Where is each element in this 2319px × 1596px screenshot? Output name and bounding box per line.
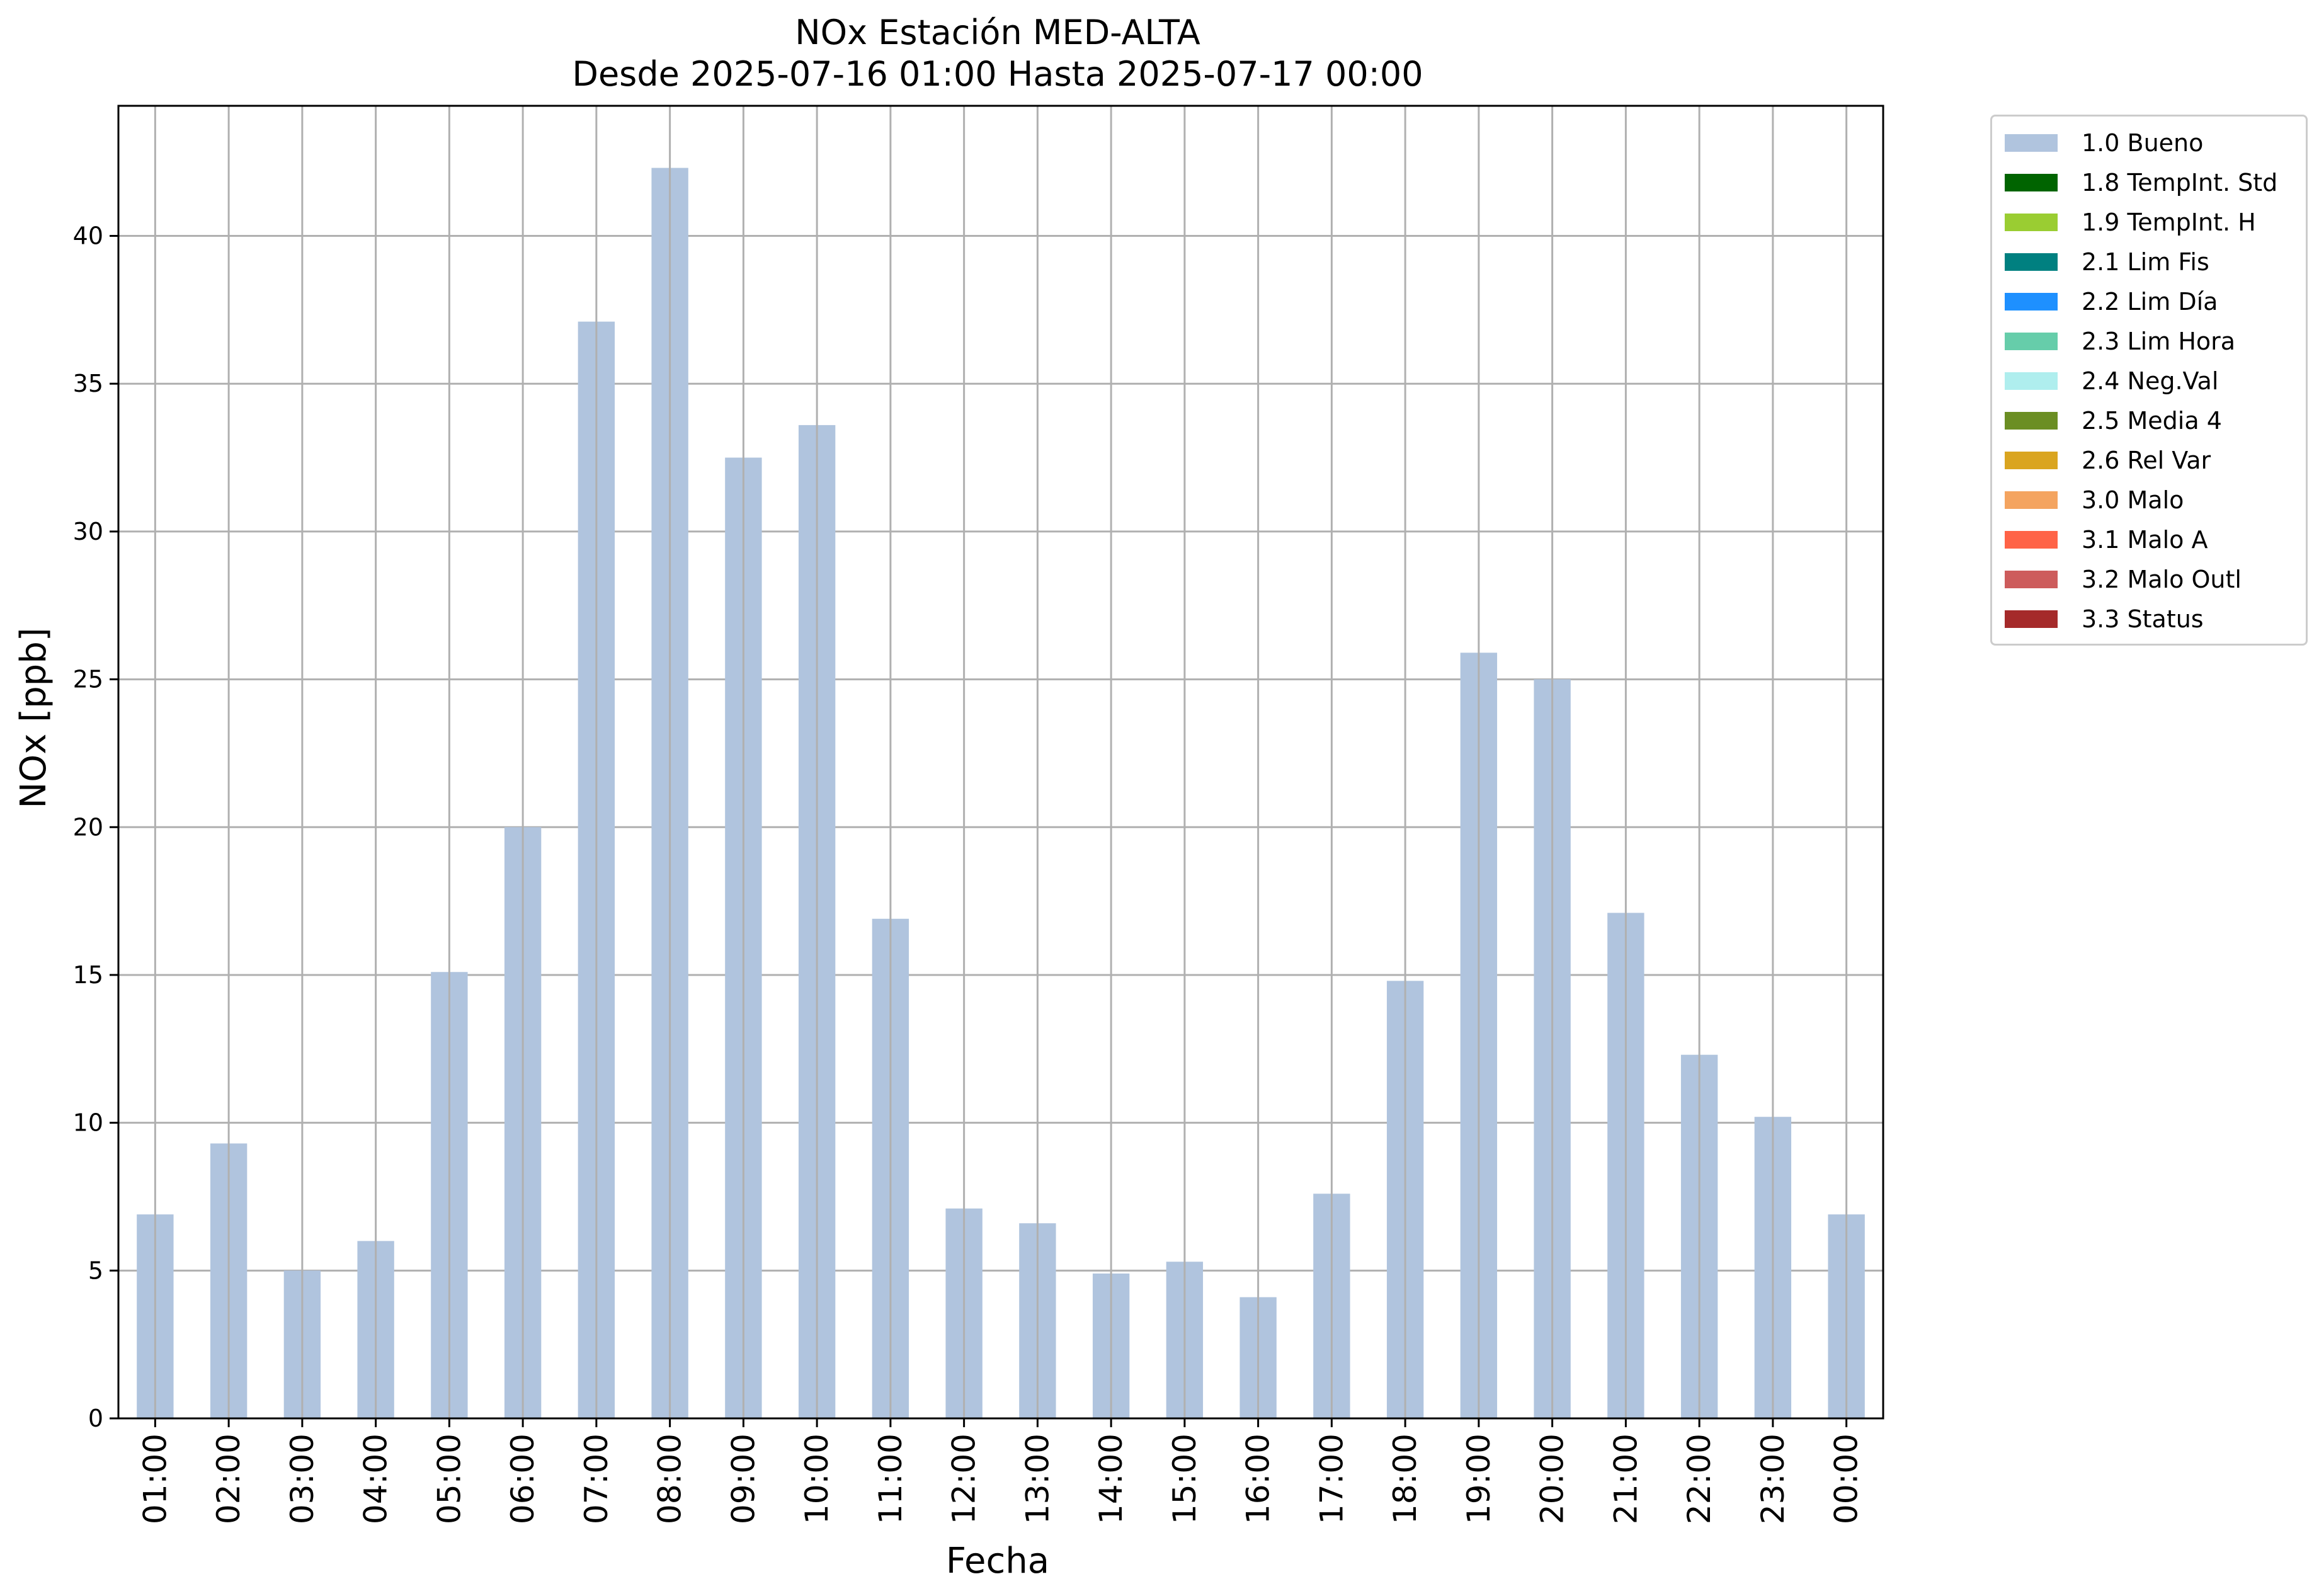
- legend-label: 2.6 Rel Var: [2082, 446, 2211, 474]
- legend-label: 2.4 Neg.Val: [2082, 367, 2219, 395]
- legend-swatch: [2005, 332, 2058, 350]
- legend-swatch: [2005, 451, 2058, 469]
- legend-swatch: [2005, 213, 2058, 231]
- legend-item: 2.6 Rel Var: [1992, 440, 2306, 480]
- x-tick-label: 01:00: [137, 1434, 173, 1524]
- legend-label: 1.8 TempInt. Std: [2082, 168, 2278, 197]
- legend-item: 1.8 TempInt. Std: [1992, 162, 2306, 202]
- x-tick-label: 02:00: [210, 1434, 247, 1524]
- legend-swatch: [2005, 610, 2058, 628]
- legend-item: 2.5 Media 4: [1992, 401, 2306, 440]
- y-tick-label: 0: [88, 1405, 103, 1432]
- legend-label: 2.1 Lim Fis: [2082, 248, 2209, 276]
- legend-item: 3.0 Malo: [1992, 480, 2306, 520]
- x-tick-label: 17:00: [1313, 1434, 1350, 1524]
- x-tick-label: 22:00: [1681, 1434, 1718, 1524]
- legend-label: 3.0 Malo: [2082, 486, 2184, 514]
- chart-subtitle: Desde 2025-07-16 01:00 Hasta 2025-07-17 …: [572, 54, 1423, 94]
- legend-swatch: [2005, 292, 2058, 311]
- x-tick-label: 21:00: [1607, 1434, 1644, 1524]
- grid: [118, 235, 1883, 1420]
- legend-item: 2.4 Neg.Val: [1992, 361, 2306, 401]
- legend-item: 3.3 Status: [1992, 599, 2306, 639]
- y-tick-label: 20: [73, 813, 103, 841]
- x-tick-label: 00:00: [1828, 1434, 1865, 1524]
- legend-swatch: [2005, 530, 2058, 549]
- x-tick-label: 10:00: [799, 1434, 835, 1524]
- legend-swatch: [2005, 570, 2058, 588]
- legend-label: 1.0 Bueno: [2082, 128, 2204, 157]
- y-tick-label: 15: [73, 961, 103, 989]
- x-tick-label: 18:00: [1387, 1434, 1423, 1524]
- legend-swatch: [2005, 411, 2058, 430]
- legend-item: 2.1 Lim Fis: [1992, 242, 2306, 282]
- x-tick-label: 15:00: [1166, 1434, 1203, 1524]
- y-tick-label: 35: [73, 370, 103, 397]
- x-tick-label: 16:00: [1240, 1434, 1277, 1524]
- x-tick-label: 13:00: [1019, 1434, 1056, 1524]
- y-tick-label: 40: [73, 222, 103, 250]
- x-tick-label: 19:00: [1461, 1434, 1497, 1524]
- x-tick-label: 08:00: [652, 1434, 688, 1524]
- legend-item: 1.9 TempInt. H: [1992, 202, 2306, 242]
- legend-label: 2.3 Lim Hora: [2082, 327, 2236, 355]
- legend-swatch: [2005, 372, 2058, 390]
- legend-swatch: [2005, 253, 2058, 271]
- x-tick-label: 04:00: [358, 1434, 394, 1524]
- legend-item: 2.3 Lim Hora: [1992, 321, 2306, 361]
- x-tick-label: 23:00: [1755, 1434, 1791, 1524]
- legend-label: 3.3 Status: [2082, 605, 2204, 633]
- legend-swatch: [2005, 134, 2058, 152]
- y-tick-label: 30: [73, 518, 103, 545]
- bars: [137, 168, 1865, 1418]
- x-axis-label: Fecha: [946, 1541, 1049, 1582]
- legend-label: 1.9 TempInt. H: [2082, 208, 2256, 236]
- x-tick-label: 05:00: [431, 1434, 467, 1524]
- y-axis-label: NOx [ppb]: [13, 627, 54, 808]
- x-tick-label: 06:00: [504, 1434, 541, 1524]
- chart-title: NOx Estación MED-ALTA: [795, 13, 1200, 52]
- legend-item: 3.2 Malo Outl: [1992, 559, 2306, 599]
- x-tick-label: 07:00: [578, 1434, 615, 1524]
- legend: 1.0 Bueno 1.8 TempInt. Std 1.9 TempInt. H 2…: [1990, 115, 2308, 646]
- x-tick-label: 20:00: [1534, 1434, 1571, 1524]
- legend-swatch: [2005, 491, 2058, 509]
- legend-label: 2.5 Media 4: [2082, 406, 2222, 435]
- x-tick-label: 11:00: [872, 1434, 909, 1524]
- y-tick-label: 25: [73, 666, 103, 693]
- axis-ticks: 0 5 10 15 20 25 30 35 40 01:00 02:00 03:00 04:00 05:0…: [73, 222, 1865, 1525]
- x-tick-label: 12:00: [946, 1434, 983, 1524]
- x-tick-label: 14:00: [1093, 1434, 1129, 1524]
- y-tick-label: 5: [88, 1257, 103, 1284]
- y-tick-label: 10: [73, 1109, 103, 1137]
- x-tick-label: 09:00: [725, 1434, 761, 1524]
- legend-label: 3.1 Malo A: [2082, 525, 2208, 554]
- legend-item: 3.1 Malo A: [1992, 520, 2306, 559]
- x-tick-label: 03:00: [284, 1434, 321, 1524]
- vertical-gridlines: [154, 106, 1848, 1418]
- legend-item: 1.0 Bueno: [1992, 123, 2306, 162]
- legend-item: 2.2 Lim Día: [1992, 282, 2306, 321]
- legend-label: 2.2 Lim Día: [2082, 287, 2218, 316]
- legend-label: 3.2 Malo Outl: [2082, 565, 2242, 593]
- legend-swatch: [2005, 173, 2058, 191]
- plot-frame: [117, 105, 1884, 1420]
